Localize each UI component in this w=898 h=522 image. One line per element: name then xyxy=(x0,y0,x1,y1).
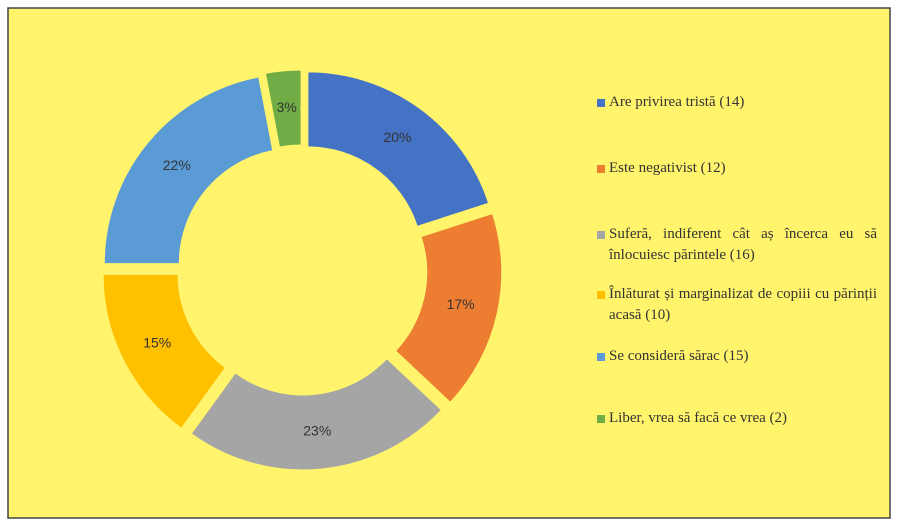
legend-swatch xyxy=(597,165,605,173)
legend-swatch xyxy=(597,99,605,107)
data-label: 20% xyxy=(383,129,411,145)
data-label: 23% xyxy=(303,422,331,438)
legend-label: Are privirea tristă (14) xyxy=(609,94,745,110)
legend-item: Suferă, indiferent cât aș încerca eu să … xyxy=(597,224,877,266)
legend-label: Înlăturat și marginalizat de copiii cu p… xyxy=(609,286,877,323)
data-label: 3% xyxy=(277,99,297,115)
legend-label: Suferă, indiferent cât aș încerca eu să … xyxy=(609,226,877,263)
legend-label: Se consideră sărac (15) xyxy=(609,348,749,364)
data-label: 17% xyxy=(447,296,475,312)
legend-label: Este negativist (12) xyxy=(609,160,726,176)
legend-swatch xyxy=(597,353,605,361)
legend-item: Liber, vrea să facă ce vrea (2) xyxy=(597,408,877,429)
data-label: 15% xyxy=(143,334,171,350)
slice xyxy=(190,357,443,471)
slice xyxy=(103,76,274,265)
legend-item: Este negativist (12) xyxy=(597,158,877,179)
legend-swatch xyxy=(597,231,605,239)
slice xyxy=(102,274,227,429)
slice xyxy=(394,212,503,403)
slice xyxy=(264,69,302,148)
legend-swatch xyxy=(597,291,605,299)
legend-item: Se consideră sărac (15) xyxy=(597,346,877,367)
slice xyxy=(307,71,490,228)
data-label: 22% xyxy=(163,157,191,173)
legend-item: Înlăturat și marginalizat de copiii cu p… xyxy=(597,284,877,326)
legend-swatch xyxy=(597,415,605,423)
legend-label: Liber, vrea să facă ce vrea (2) xyxy=(609,410,788,426)
legend-item: Are privirea tristă (14) xyxy=(597,92,877,113)
